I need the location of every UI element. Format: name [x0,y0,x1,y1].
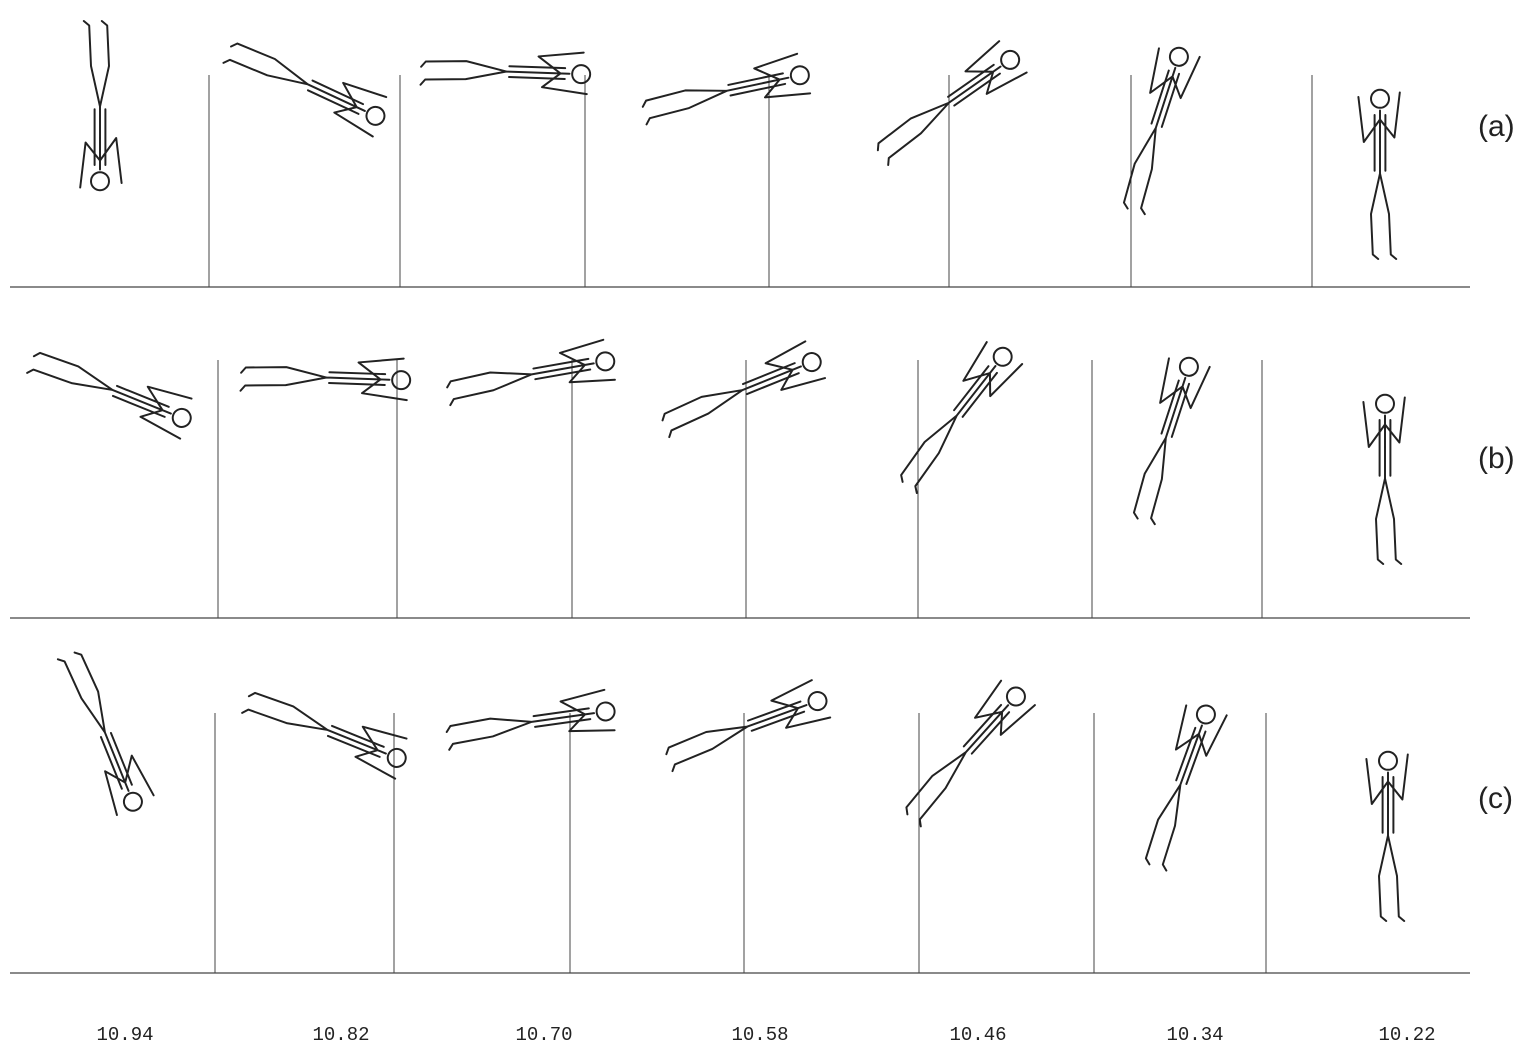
figure-limbs-outline [947,63,1001,107]
figure-head [171,407,192,428]
figure-limbs [241,691,408,780]
figure-limbs [446,338,616,407]
figure-limbs [445,688,616,751]
figure-head [1000,49,1021,70]
figure-head [1195,704,1216,725]
figure-limbs-outline [99,731,133,790]
time-label: 10.46 [949,1024,1006,1046]
figure-limbs [876,40,1028,167]
figure-limbs [419,51,588,96]
figure-limbs [1357,91,1401,260]
time-label: 10.94 [96,1024,153,1046]
figure-limbs-outline [727,72,787,97]
figure-limbs [79,20,123,189]
wireframe-figure [446,338,616,407]
figure-limbs-outline [111,384,170,418]
figure-head [992,346,1013,367]
figure-limbs [239,357,408,402]
wireframe-figure [900,341,1024,494]
figure-limbs-outline [741,362,800,396]
figure-limbs-outline [328,371,387,386]
layout [10,20,1470,974]
time-label: 10.82 [312,1024,369,1046]
figure-head [1375,393,1395,414]
figure-limbs-outline [1150,69,1181,128]
figure-head [807,691,828,712]
figure-head [571,64,592,85]
row-label: (a) [1478,110,1515,143]
figure-limbs [900,341,1024,494]
figure-head [391,370,412,391]
wireframe-figure [1357,88,1401,260]
figure-limbs-outline [532,707,592,728]
wireframe-figure [641,52,812,126]
figure-limbs-outline [532,357,592,381]
wireframe-figure [1144,704,1228,872]
time-label: 10.58 [731,1024,788,1046]
figure-head [1378,750,1398,771]
figure-limbs [1365,753,1409,922]
wireframe-figure [445,688,616,751]
figure-head [122,791,143,812]
row-label: (c) [1478,782,1513,815]
figure-head [1005,686,1026,707]
figure-limbs-outline [962,703,1011,755]
figure-head [801,352,822,373]
figure-limbs-outline [93,108,107,166]
wireframe-figure [665,679,832,773]
figure-limbs [1362,396,1406,565]
figure-limbs-outline [1175,726,1207,785]
figure-limbs-outline [953,365,998,418]
figure-limbs [641,52,812,126]
figure-head [365,105,386,126]
wireframe-figure [419,51,592,96]
wireframe-figure [56,651,155,816]
figure-head [386,747,407,768]
figure-head [595,351,616,372]
figure-limbs-outline [1160,379,1191,438]
figure-limbs [26,351,193,440]
figure-limbs [1144,704,1228,872]
figure-limbs-outline [1381,776,1395,834]
row-label: (b) [1478,442,1515,475]
figure-limbs-outline [508,65,567,80]
wireframe-figure [876,40,1028,167]
figure-limbs [56,651,155,816]
wireframe-figure [661,340,826,439]
wireframe-figure [239,357,412,402]
figure-limbs [1122,47,1201,216]
wireframe-figure [79,20,123,192]
figure-head [90,171,110,192]
wireframe-figure [241,691,408,780]
figure-head [1168,46,1189,67]
figure-limbs-outline [326,724,385,758]
figure-limbs-outline [747,700,806,732]
wireframe-figure [1132,356,1211,526]
figure-limbs [661,340,826,439]
wireframe-figure [1362,393,1406,565]
wireframe-figure [1122,46,1201,216]
figure-limbs [222,42,388,138]
figure-head [1178,356,1199,377]
time-label: 10.22 [1378,1024,1435,1046]
figure-limbs-outline [1378,419,1392,477]
figure-head [789,65,810,86]
time-label: 10.34 [1166,1024,1223,1046]
figure-head [1370,88,1390,109]
wireframe-figure [1365,750,1409,922]
figure-limbs-outline [306,79,365,115]
time-label: 10.70 [515,1024,572,1046]
figure-limbs [905,679,1036,828]
wireframe-figure [905,679,1036,828]
figure-limbs [1132,357,1211,526]
wireframe-figure [26,351,193,440]
wireframe-figure [222,42,388,138]
figure-limbs-outline [1373,114,1387,172]
figure-head [595,701,616,722]
figure-limbs [665,679,832,773]
